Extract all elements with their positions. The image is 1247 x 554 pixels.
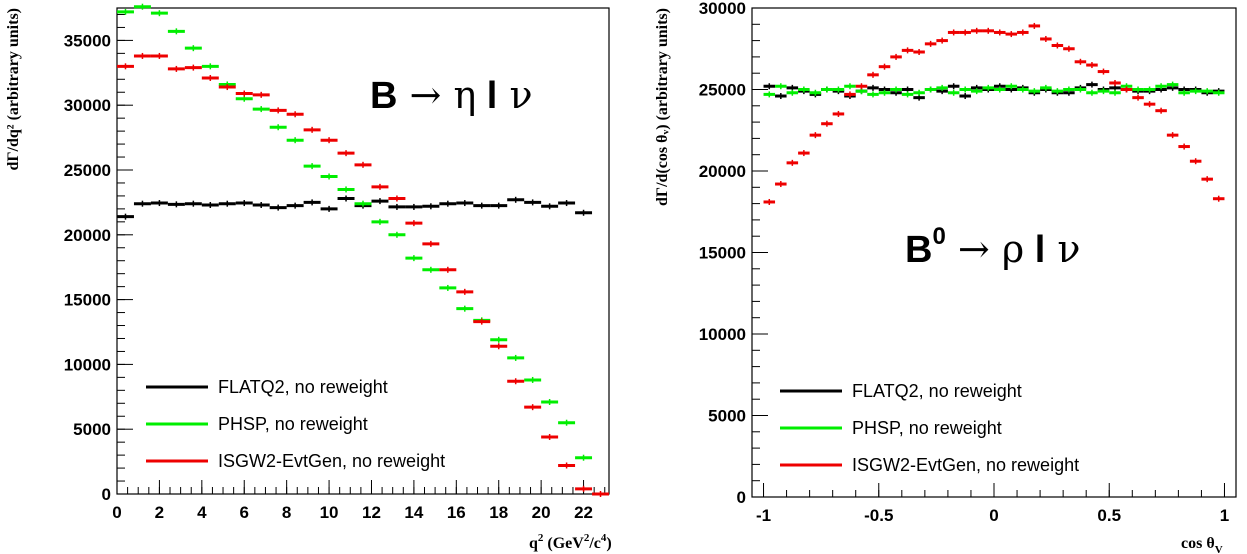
x-tick-label: 10	[320, 503, 339, 522]
y-tick-label: 20000	[64, 226, 111, 245]
y-tick-label: 15000	[64, 291, 111, 310]
chart-costheta: 0 5000 10000 15000 20000 25000 30000 -1 -0.5 0 0.5…	[654, 0, 1237, 554]
xlabel-text: (GeV	[543, 535, 584, 552]
xlabel-main: q	[529, 535, 538, 552]
xlabel-sup: 2	[538, 532, 544, 544]
annotation-part: ν	[1045, 227, 1080, 271]
series-0	[763, 81, 1225, 101]
legend-label: FLATQ2, no reweight	[852, 381, 1022, 401]
xlabel-sup: 4	[601, 532, 607, 544]
x-tick-label: 16	[447, 503, 466, 522]
xlabel-sup: 2	[584, 532, 590, 544]
annotation-sup: 0	[932, 223, 945, 250]
x-tick-label: 14	[404, 503, 423, 522]
annotation-part: ρ	[1002, 227, 1024, 271]
legend-label: PHSP, no reweight	[218, 414, 368, 434]
x-tick-label: 22	[574, 503, 593, 522]
legend-label: ISGW2-EvtGen, no reweight	[852, 455, 1079, 475]
xlabel-main: cos θ	[1181, 535, 1215, 552]
series-2	[117, 52, 609, 497]
xlabel-sub: V	[1215, 544, 1223, 554]
x-axis-title: q2 (GeV2/c4)	[529, 532, 612, 552]
y-tick-label: 15000	[699, 244, 746, 263]
x-tick-label: 0	[112, 503, 121, 522]
series-2	[763, 22, 1225, 205]
legend-label: FLATQ2, no reweight	[218, 377, 388, 397]
annotation-arrow: →	[946, 227, 1002, 271]
y-tick-label: 25000	[699, 81, 746, 100]
y-tick-label: 5000	[73, 420, 111, 439]
y-tick-label: 10000	[64, 355, 111, 374]
decay-annotation: B0 → ρ l ν	[905, 223, 1080, 271]
y-tick-label: 35000	[64, 31, 111, 50]
decay-annotation: B → η l ν	[370, 73, 533, 117]
annotation-part: l	[1024, 229, 1045, 271]
x-tick-label: 20	[532, 503, 551, 522]
x-tick-label: -0.5	[864, 506, 893, 525]
y-tick-label: 30000	[699, 0, 746, 18]
y-tick-label: 0	[102, 485, 111, 504]
y-tick-label: 5000	[708, 407, 746, 426]
x-tick-label: 12	[362, 503, 381, 522]
x-tick-label: 8	[282, 503, 291, 522]
annotation-arrow: →	[397, 73, 453, 117]
annotation-b: B	[905, 229, 932, 271]
x-tick-label: 2	[155, 503, 164, 522]
x-axis-title: cos θV	[1181, 535, 1223, 554]
x-tick-label: -1	[756, 506, 771, 525]
x-tick-label: 6	[240, 503, 249, 522]
annotation-b: B	[370, 75, 397, 117]
x-tick-label: 18	[489, 503, 508, 522]
y-axis-title: dΓ/d(cos θᵥ) (arbitrary units)	[654, 8, 671, 206]
x-tick-label: 0.5	[1097, 506, 1121, 525]
legend-label: ISGW2-EvtGen, no reweight	[218, 451, 445, 471]
y-tick-label: 10000	[699, 325, 746, 344]
annotation-part: l	[476, 75, 497, 117]
x-tick-label: 4	[197, 503, 207, 522]
xlabel-text: )	[606, 535, 611, 552]
plot-frame	[116, 7, 610, 495]
annotation-part: ν	[497, 73, 532, 117]
y-tick-label: 25000	[64, 161, 111, 180]
series-0	[117, 195, 593, 220]
x-tick-label: 0	[989, 506, 998, 525]
y-tick-label: 0	[737, 488, 746, 507]
series-1	[763, 81, 1225, 98]
legend-label: PHSP, no reweight	[852, 418, 1002, 438]
y-axis-title: dΓ/dq² (arbitrary units)	[5, 8, 22, 171]
y-tick-label: 30000	[64, 96, 111, 115]
y-tick-label: 20000	[699, 162, 746, 181]
xlabel-text: /c	[588, 535, 601, 552]
x-tick-label: 1	[1220, 506, 1229, 525]
annotation-part: η	[453, 73, 476, 117]
